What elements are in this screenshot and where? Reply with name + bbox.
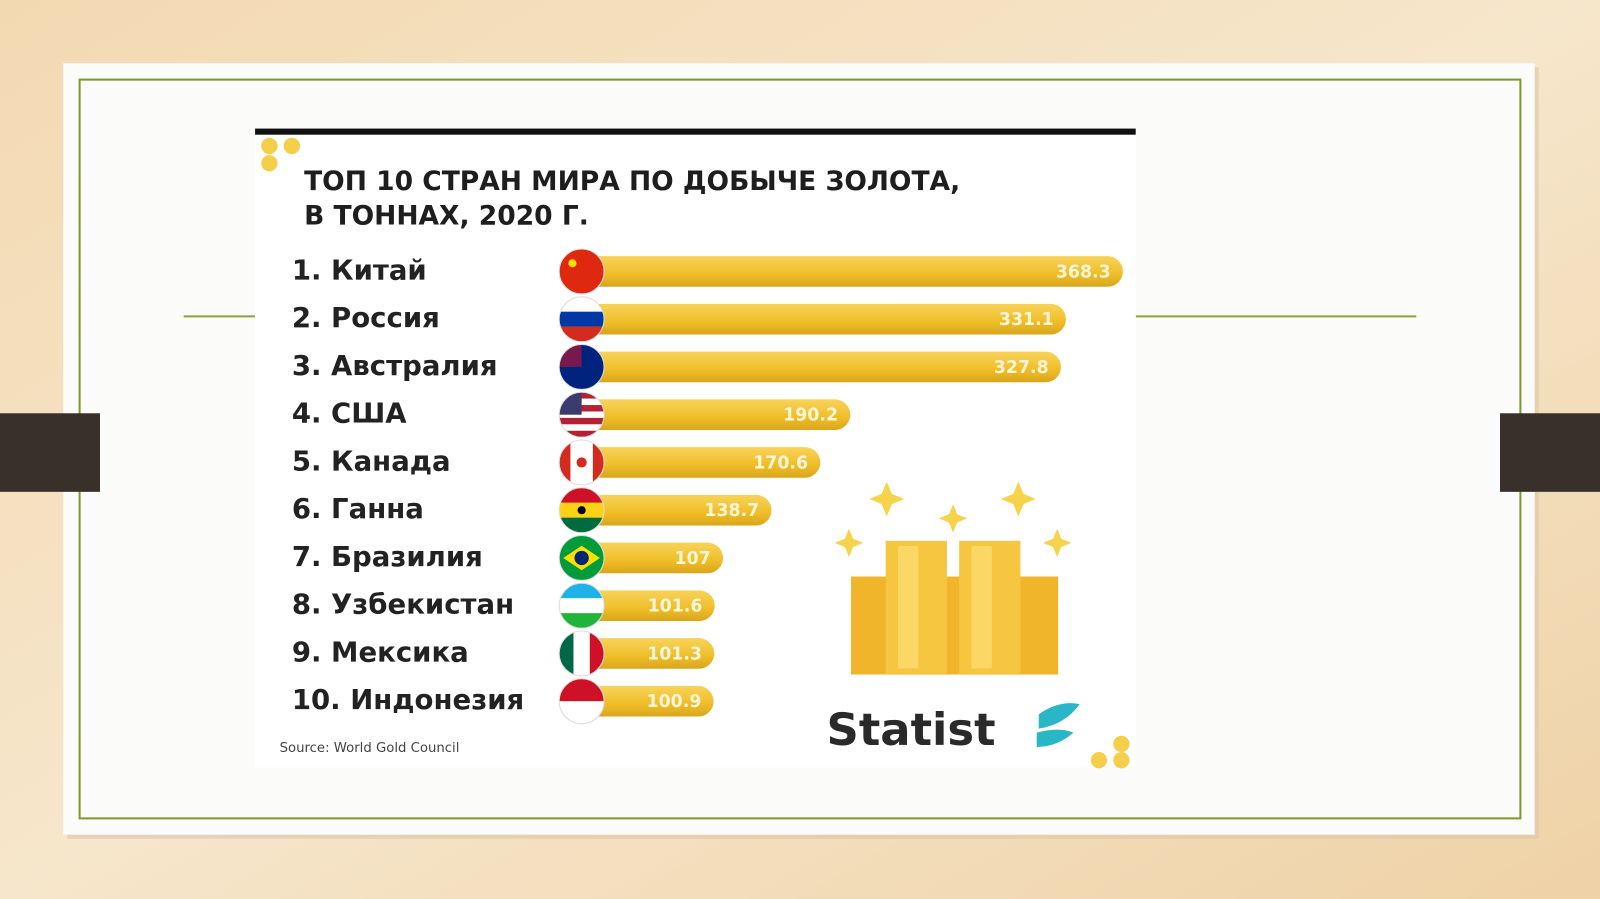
right-tab xyxy=(1500,413,1600,492)
logo: Statist xyxy=(827,703,996,756)
flag xyxy=(559,631,605,676)
category-label: 4. США xyxy=(292,398,407,430)
flag xyxy=(559,248,605,294)
flag xyxy=(559,392,605,438)
value-label: 138.7 xyxy=(704,501,759,521)
flag-stripe xyxy=(559,296,605,312)
flag-rim xyxy=(558,343,605,390)
bar xyxy=(559,447,821,478)
flag-star xyxy=(577,506,586,515)
flag-stripe xyxy=(559,583,605,599)
bar xyxy=(559,256,1123,287)
flag-leaf xyxy=(576,457,587,468)
decor-dots xyxy=(261,137,1130,769)
flag xyxy=(559,678,605,724)
bar xyxy=(559,399,851,431)
flag-stripe xyxy=(559,487,605,503)
flag-stripe xyxy=(559,598,605,614)
left-tab xyxy=(0,413,100,492)
value-label: 100.9 xyxy=(647,692,702,712)
top-bar xyxy=(255,128,1136,135)
source: Source: World Gold Council xyxy=(280,741,460,756)
category-label: 6. Ганна xyxy=(292,493,424,525)
logo-mark xyxy=(1036,703,1080,747)
flag-stripe xyxy=(559,417,605,425)
flag xyxy=(559,535,605,581)
category-label: 2. Россия xyxy=(292,302,440,334)
value-label: 107 xyxy=(675,549,711,569)
flag-stripe xyxy=(559,248,605,294)
chart-title: ТОП 10 СТРАН МИРА ПО ДОБЫЧЕ ЗОЛОТА, xyxy=(304,166,960,197)
value-label: 368.3 xyxy=(1056,262,1111,282)
flag-stripe xyxy=(559,678,605,702)
flag-stripe xyxy=(589,631,605,676)
category-label: 8. Узбекистан xyxy=(292,589,514,621)
flag xyxy=(559,583,605,629)
bar xyxy=(559,303,1066,335)
flag-stripe xyxy=(559,701,605,724)
flag-stripe xyxy=(559,311,605,327)
flag-rim xyxy=(558,487,605,534)
bar xyxy=(559,494,772,526)
flag xyxy=(559,487,605,533)
flag-rim xyxy=(558,296,605,343)
flag-rim xyxy=(558,439,605,486)
value-label: 327.8 xyxy=(994,358,1049,378)
category-label: 1. Китай xyxy=(292,254,427,286)
value-label: 331.1 xyxy=(999,310,1054,330)
flag-rim xyxy=(558,535,605,581)
flag-stripe xyxy=(559,631,574,676)
gold-illustration xyxy=(834,481,1072,675)
flag-rim xyxy=(558,630,605,677)
chart-title: В ТОННАХ, 2020 Г. xyxy=(304,201,589,232)
bar xyxy=(559,351,1061,383)
category-label: 9. Мексика xyxy=(292,636,469,668)
flag-stripe xyxy=(559,430,605,438)
value-label: 170.6 xyxy=(753,453,808,473)
flag-rim xyxy=(558,678,605,725)
value-label: 190.2 xyxy=(783,406,838,426)
flag-stripe xyxy=(559,424,605,431)
flag xyxy=(559,296,605,342)
flag-stripe xyxy=(559,326,605,342)
category-label: 5. Канада xyxy=(292,445,451,477)
flag-rim xyxy=(558,391,605,438)
flag-stripe xyxy=(559,613,605,629)
flag-star xyxy=(568,259,577,268)
category-label: 10. Индонезия xyxy=(292,684,524,716)
category-label: 7. Бразилия xyxy=(292,541,483,573)
value-label: 101.3 xyxy=(647,645,702,665)
flag-rim xyxy=(558,248,605,295)
category-label: 3. Австралия xyxy=(292,350,498,382)
flag-stripe xyxy=(559,517,605,533)
value-label: 101.6 xyxy=(648,597,703,617)
flag-globe xyxy=(574,550,589,566)
flag-rim xyxy=(558,582,605,629)
flag xyxy=(559,440,605,485)
